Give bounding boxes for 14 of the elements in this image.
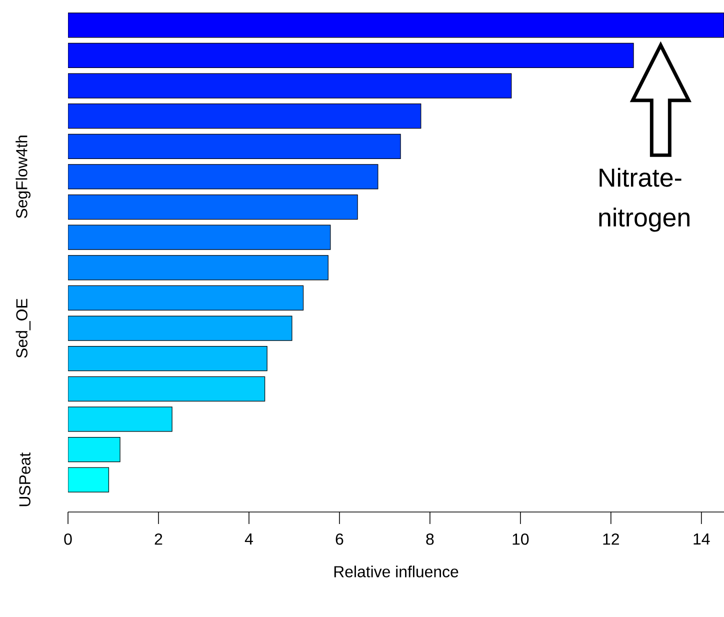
y-tick-label: SegFlow4th	[16, 136, 30, 218]
x-tick-label: 0	[64, 534, 72, 545]
x-tick-label: 8	[426, 534, 434, 545]
x-tick-label: 14	[694, 534, 710, 544]
x-axis-title: Relative influence	[334, 566, 458, 578]
bar	[68, 12, 724, 38]
x-tick-label: 2	[154, 534, 162, 545]
annotation: Nitrate-nitrogen	[599, 168, 690, 232]
y-tick-label: USPeat	[19, 452, 30, 506]
x-tick-label: 12	[603, 534, 619, 545]
x-tick-label: 6	[336, 534, 344, 545]
x-tick-label: 10	[512, 534, 529, 545]
x-tick-label: 4	[244, 534, 253, 544]
y-tick-label: Sed_OE	[16, 298, 30, 358]
